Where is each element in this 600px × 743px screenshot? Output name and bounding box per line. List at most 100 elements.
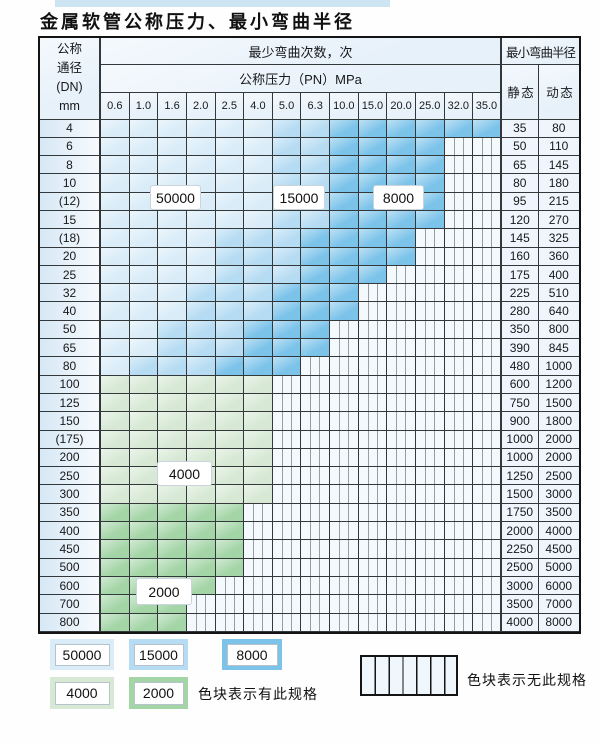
- cycle-cell-8000: [330, 229, 359, 248]
- static-radius-cell: 1250: [501, 467, 539, 486]
- cycle-cell-2000: [129, 503, 159, 523]
- no-spec-cell: [473, 467, 502, 486]
- nominal-pressure-header: 公称压力（PN）MPa: [101, 65, 502, 93]
- no-spec-cell: [387, 430, 416, 449]
- static-radius-cell: 350: [501, 320, 539, 340]
- cycle-cell-8000: [387, 247, 416, 266]
- cycle-cell-15000: [272, 210, 302, 230]
- pressure-col-header: 4.0: [244, 92, 273, 120]
- cycle-cell-4000: [215, 448, 245, 468]
- cycle-cell-4000: [158, 412, 187, 431]
- pressure-col-header: 6.3: [301, 92, 330, 120]
- no-spec-cell: [387, 393, 416, 413]
- dn-header-line: 通径: [56, 61, 82, 76]
- cycle-cell-15000: [301, 210, 330, 230]
- cycle-cell-8000: [358, 247, 388, 266]
- cycle-cell-50000: [158, 137, 187, 157]
- cycle-cell-8000: [330, 284, 359, 303]
- static-radius-cell: 50: [501, 137, 539, 157]
- cycle-count-label: 2000: [136, 578, 192, 605]
- no-spec-cell: [330, 430, 359, 449]
- legend-swatch: 2000: [129, 677, 188, 709]
- cycle-cell-50000: [129, 247, 159, 266]
- static-radius-cell: 160: [501, 247, 539, 266]
- no-spec-cell: [473, 210, 502, 230]
- cycle-cell-15000: [272, 156, 302, 175]
- no-spec-cell: [444, 339, 474, 358]
- cycle-cell-50000: [129, 302, 159, 321]
- no-spec-cell: [272, 522, 302, 541]
- cycle-cell-4000: [186, 485, 216, 504]
- cycle-cell-15000: [215, 229, 245, 248]
- legend-swatch: 8000: [222, 639, 282, 670]
- no-spec-cell: [301, 485, 330, 504]
- cycle-cell-50000: [158, 119, 187, 138]
- no-spec-cell: [215, 576, 245, 596]
- table-row: 350 1750 3500: [40, 503, 579, 523]
- cycle-cell-4000: [244, 448, 273, 468]
- cycle-cell-8000: [330, 210, 359, 230]
- dynamic-radius-cell: 3000: [538, 485, 579, 504]
- dn-cell: (12): [40, 192, 101, 211]
- no-spec-cell: [415, 247, 445, 266]
- cycle-cell-50000: [101, 247, 130, 266]
- no-spec-cell: [358, 613, 388, 632]
- static-radius-cell: 2250: [501, 540, 539, 559]
- cycle-cell-8000: [415, 210, 445, 230]
- table-row: (18) 145 325: [40, 229, 579, 248]
- static-radius-cell: 65: [501, 156, 539, 175]
- cycle-cell-50000: [129, 284, 159, 303]
- cycle-cell-4000: [129, 375, 159, 394]
- cycle-cell-50000: [244, 210, 273, 230]
- static-radius-cell: 900: [501, 412, 539, 431]
- cycle-count-label: 15000: [273, 185, 325, 210]
- cycle-cell-2000: [215, 558, 245, 577]
- cycle-cell-50000: [129, 119, 159, 138]
- cycle-cell-15000: [186, 302, 216, 321]
- cycle-cell-15000: [244, 284, 273, 303]
- cycle-cell-15000: [272, 119, 302, 138]
- no-spec-cell: [301, 357, 330, 376]
- dn-cell: 400: [40, 522, 101, 541]
- cycle-cell-4000: [244, 412, 273, 431]
- dn-cell: 65: [40, 339, 101, 358]
- cycle-cell-4000: [244, 393, 273, 413]
- no-spec-cell: [330, 613, 359, 632]
- cycle-cell-15000: [215, 302, 245, 321]
- no-spec-cell: [330, 595, 359, 614]
- dynamic-radius-cell: 640: [538, 302, 579, 321]
- dynamic-radius-cell: 360: [538, 247, 579, 266]
- no-spec-cell: [473, 576, 502, 596]
- cycle-cell-8000: [215, 357, 245, 376]
- no-spec-cell: [330, 558, 359, 577]
- dynamic-radius-cell: 510: [538, 284, 579, 303]
- no-spec-cell: [387, 412, 416, 431]
- cycle-cell-15000: [215, 284, 245, 303]
- cycle-cell-4000: [158, 485, 187, 504]
- cycle-cell-2000: [158, 503, 187, 523]
- no-spec-cell: [358, 375, 388, 394]
- no-spec-cell: [415, 503, 445, 523]
- no-spec-cell: [473, 430, 502, 449]
- cycle-cell-50000: [244, 192, 273, 211]
- no-spec-cell: [473, 595, 502, 614]
- cycle-cell-2000: [101, 522, 130, 541]
- no-spec-cell: [272, 448, 302, 468]
- no-spec-cell: [387, 595, 416, 614]
- cycle-cell-8000: [387, 156, 416, 175]
- pressure-columns-row: 0.6 1.0 1.6 2.0 2.5 4.0 5.0 6.3 10.0 15.0 20.0 25.0…: [101, 92, 502, 120]
- cycle-cell-8000: [358, 119, 388, 138]
- cycle-cell-2000: [186, 576, 216, 596]
- cycle-cell-8000: [387, 229, 416, 248]
- pressure-col-header: 1.6: [158, 92, 187, 120]
- cycle-cell-8000: [272, 320, 302, 340]
- dynamic-radius-cell: 800: [538, 320, 579, 340]
- no-spec-cell: [272, 375, 302, 394]
- no-spec-cell: [387, 503, 416, 523]
- no-spec-cell: [387, 613, 416, 632]
- cycle-cell-15000: [301, 137, 330, 157]
- cycle-cell-8000: [301, 320, 330, 340]
- static-radius-cell: 1000: [501, 448, 539, 468]
- no-spec-cell: [415, 595, 445, 614]
